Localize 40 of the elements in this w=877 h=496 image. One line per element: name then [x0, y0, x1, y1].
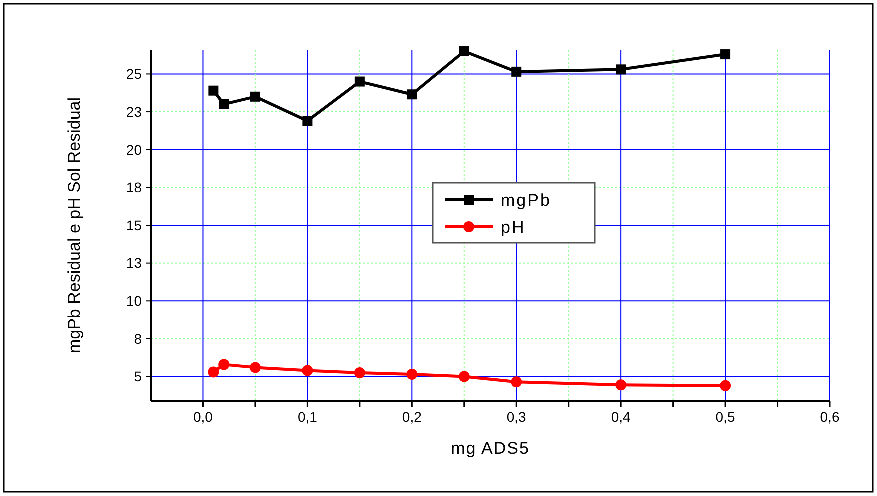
x-tick-label: 0,1	[298, 409, 318, 425]
x-tick-label: 0,4	[611, 409, 632, 425]
y-axis-title: mgPb Residual e pH Sol Residual	[65, 97, 84, 354]
point	[511, 376, 522, 388]
y-tick-label: 25	[126, 66, 142, 82]
point	[250, 362, 261, 374]
point	[354, 368, 366, 379]
point	[459, 46, 470, 57]
x-tick-label: 0,2	[402, 409, 422, 425]
point	[616, 380, 627, 391]
point	[302, 365, 314, 376]
x-tick-label: 0,0	[193, 409, 214, 425]
legend-label: mgPb	[501, 190, 552, 210]
point	[354, 76, 365, 87]
x-tick-label: 0,6	[820, 409, 840, 425]
y-tick-label: 20	[126, 142, 142, 158]
x-tick-label: 0,3	[506, 409, 527, 425]
y-tick-label: 10	[126, 293, 142, 310]
point	[616, 64, 626, 75]
point	[208, 86, 219, 96]
y-tick-label: 5	[134, 368, 142, 385]
y-tick-label: 15	[126, 217, 142, 234]
y-tick-label: 18	[126, 180, 142, 196]
point	[250, 92, 260, 102]
point	[720, 50, 731, 60]
point	[406, 369, 418, 380]
x-tick-label: 0,5	[716, 409, 736, 425]
y-tick-label: 8	[134, 330, 142, 347]
point	[302, 116, 313, 126]
legend-label: pH	[501, 218, 526, 237]
point	[208, 366, 220, 378]
point	[458, 371, 470, 382]
point	[218, 359, 230, 370]
y-tick-label: 13	[126, 255, 142, 272]
y-tick-label: 23	[126, 104, 142, 120]
point	[512, 66, 522, 77]
point	[407, 90, 418, 100]
point	[219, 99, 230, 110]
x-axis-title: mg ADS5	[451, 439, 530, 458]
point	[720, 380, 732, 392]
